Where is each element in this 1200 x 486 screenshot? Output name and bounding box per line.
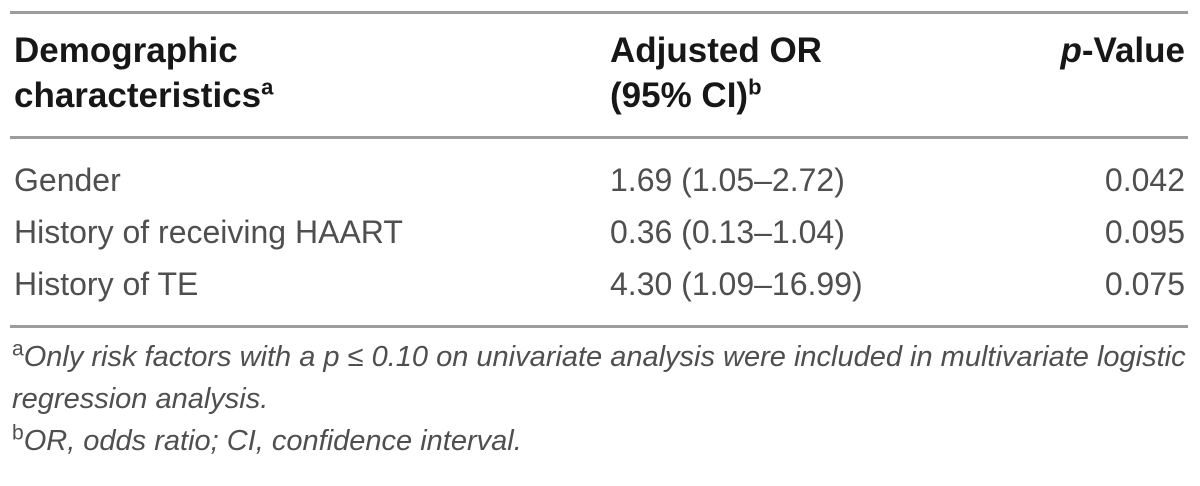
table-footnotes: aOnly risk factors with a p ≤ 0.10 on un… — [12, 336, 1186, 462]
cell-characteristic: Gender — [14, 161, 121, 198]
table-row: Gender 1.69 (1.05–2.72) 0.042 — [10, 138, 1188, 207]
footnote-a-text: Only risk factors with a p ≤ 0.10 on uni… — [12, 341, 1186, 415]
header-row: Demographic characteristicsa Adjusted OR… — [10, 14, 1188, 139]
cell-adjusted-or: 0.36 (0.13–1.04) — [610, 213, 845, 250]
table-body: Gender 1.69 (1.05–2.72) 0.042 History of… — [10, 138, 1188, 328]
p-italic: p — [1060, 31, 1082, 70]
cell-adjusted-or: 4.30 (1.09–16.99) — [610, 258, 1005, 328]
cell-characteristic: History of TE — [10, 258, 610, 328]
cell-p-value: 0.095 — [1104, 213, 1185, 250]
footnote-marker-a: a — [12, 337, 24, 361]
header-line: (95% CI) — [610, 76, 749, 115]
footnote-a: aOnly risk factors with a p ≤ 0.10 on un… — [12, 336, 1186, 420]
paper-table: Demographic characteristicsa Adjusted OR… — [0, 11, 1200, 462]
cell-p-value: 0.075 — [1005, 258, 1188, 328]
cell-p-value: 0.042 — [1104, 161, 1185, 198]
footnote-marker-a-ref: a — [261, 74, 274, 100]
col-header-p-value: p-Value — [1005, 14, 1188, 139]
footnote-marker-b: b — [12, 421, 24, 445]
p-value-rest: -Value — [1081, 31, 1185, 70]
col-header-demographic-characteristics: Demographic characteristicsa — [10, 14, 610, 139]
footnote-marker-b-ref: b — [748, 74, 762, 100]
header-line: Demographic — [14, 31, 238, 70]
table-header: Demographic characteristicsa Adjusted OR… — [10, 14, 1188, 139]
table-row: History of receiving HAART 0.36 (0.13–1.… — [10, 206, 1188, 258]
cell-adjusted-or: 1.69 (1.05–2.72) — [610, 161, 845, 198]
top-rule — [10, 11, 1188, 14]
cell-characteristic: History of receiving HAART — [14, 213, 403, 250]
header-line: Adjusted OR — [610, 31, 822, 70]
footnote-b: bOR, odds ratio; CI, confidence interval… — [12, 420, 1186, 462]
multivariate-results-table: Demographic characteristicsa Adjusted OR… — [10, 14, 1188, 328]
col-header-adjusted-or: Adjusted OR (95% CI)b — [610, 14, 1005, 139]
footnote-b-text: OR, odds ratio; CI, confidence interval. — [23, 425, 522, 457]
header-line: characteristics — [14, 76, 262, 115]
table-row: History of TE 4.30 (1.09–16.99) 0.075 — [10, 258, 1188, 328]
